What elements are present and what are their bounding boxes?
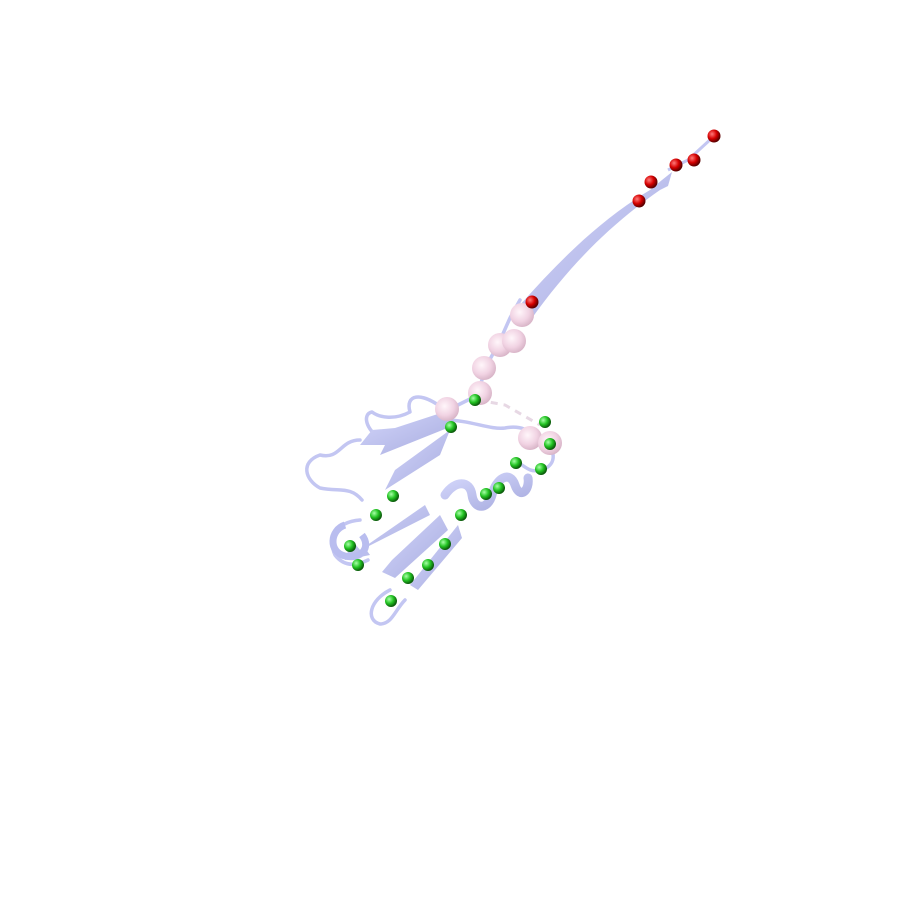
green-spheres (344, 394, 556, 607)
pink-spheres (435, 303, 562, 455)
extended-strand (520, 136, 714, 318)
left-helix-turn (329, 521, 370, 561)
red-spheres (525, 129, 721, 309)
alpha-helix (440, 472, 533, 511)
dashed-bond (477, 398, 541, 427)
